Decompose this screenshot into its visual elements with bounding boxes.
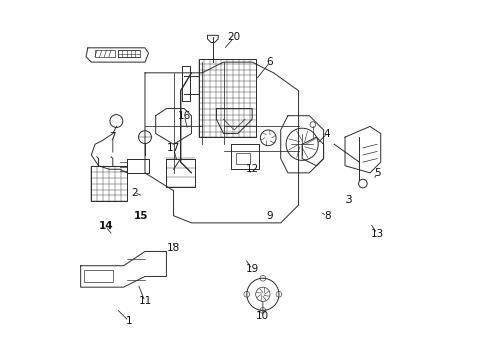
Bar	[182, 66, 190, 102]
Text: 3: 3	[345, 195, 352, 204]
Text: 1: 1	[125, 316, 132, 326]
Text: 9: 9	[267, 211, 273, 221]
Bar	[198, 59, 256, 137]
Text: 13: 13	[370, 229, 384, 239]
Bar	[84, 270, 113, 282]
Text: 14: 14	[98, 221, 113, 231]
Text: 7: 7	[110, 132, 116, 142]
Bar	[92, 166, 127, 202]
Bar	[118, 50, 140, 57]
Text: 19: 19	[245, 264, 259, 274]
Text: 4: 4	[324, 129, 330, 139]
Text: 12: 12	[245, 164, 259, 174]
Text: 2: 2	[131, 188, 138, 198]
Text: 17: 17	[167, 143, 180, 153]
Text: 8: 8	[324, 211, 330, 221]
Bar	[95, 50, 115, 57]
Text: 5: 5	[374, 168, 380, 178]
Text: 15: 15	[134, 211, 148, 221]
Text: 6: 6	[267, 57, 273, 67]
Text: 11: 11	[138, 296, 151, 306]
Text: 10: 10	[256, 311, 270, 321]
Text: 18: 18	[167, 243, 180, 253]
Text: 20: 20	[228, 32, 241, 42]
Text: 16: 16	[178, 111, 191, 121]
Bar	[236, 153, 250, 164]
